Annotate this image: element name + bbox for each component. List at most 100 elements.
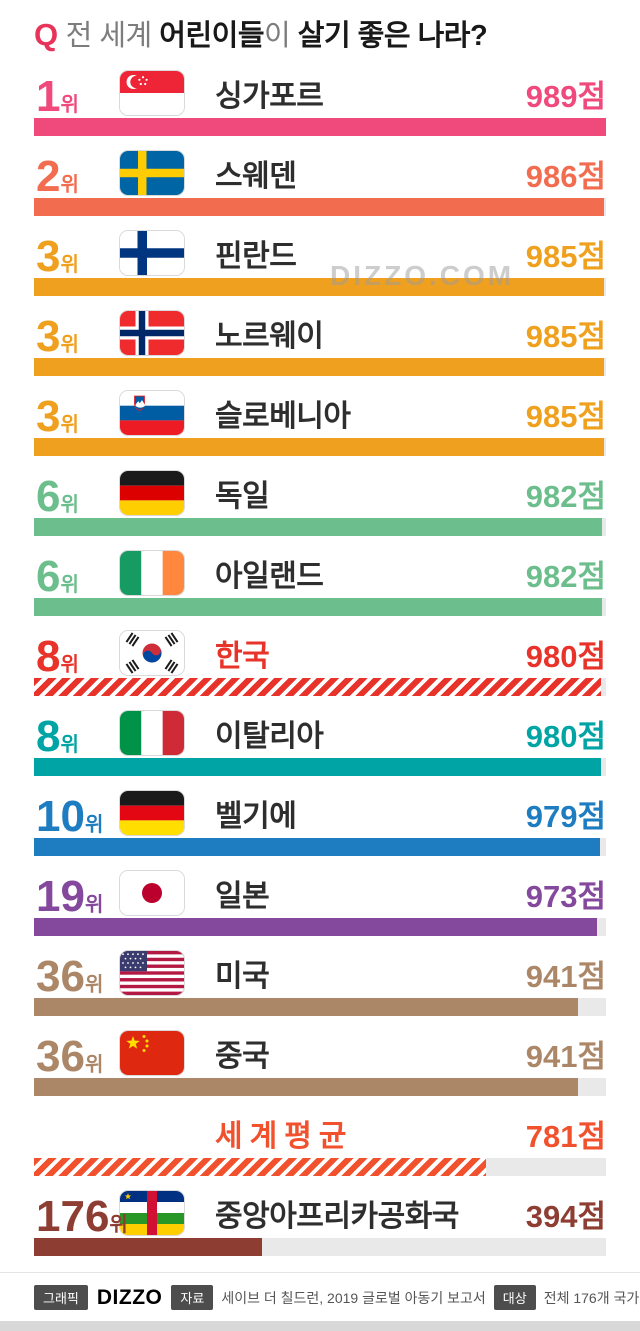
row-6-ireland: 6위 아일랜드 982점	[34, 542, 606, 622]
flag-slovenia-icon	[119, 390, 185, 437]
title-segment: 이	[264, 20, 298, 52]
flag-norway-icon	[119, 310, 185, 357]
score-value: 980점	[525, 718, 606, 754]
score-value: 941점	[525, 1038, 606, 1074]
target-badge: 대상	[493, 1285, 536, 1310]
score-bar	[34, 838, 601, 857]
country-name: 독일	[215, 480, 270, 514]
rank-label: 3위	[36, 392, 79, 442]
row-36-china: 36위 중국 941점	[34, 1022, 606, 1102]
score-value: 985점	[525, 318, 606, 354]
score-bar-track	[34, 758, 606, 777]
flag-usa-icon	[119, 950, 185, 997]
score-bar	[34, 278, 604, 297]
score-bar	[34, 758, 601, 777]
row-8-south-korea: 8위 한국 980점	[34, 622, 606, 702]
score-bar-track	[34, 1158, 606, 1177]
flag-finland-icon	[119, 230, 185, 277]
score-bar-track	[34, 438, 606, 457]
title-segment-bold: 어린이들	[159, 20, 265, 52]
score-bar-track	[34, 278, 606, 297]
rank-label: 2위	[36, 152, 79, 202]
country-name: 미국	[215, 960, 270, 994]
row-1-singapore: 1위 싱가포르 989점	[34, 62, 606, 142]
score-bar-track	[34, 998, 606, 1017]
flag-singapore-icon	[119, 70, 185, 117]
graphic-badge: 그래픽	[34, 1285, 88, 1310]
rank-label: 6위	[36, 472, 79, 522]
rank-label: 8위	[36, 632, 79, 682]
country-name: 슬로베니아	[215, 400, 351, 434]
country-name: 스웨덴	[215, 160, 297, 194]
flag-germany-icon	[119, 470, 185, 517]
score-bar	[34, 358, 604, 377]
score-value: 394점	[525, 1198, 606, 1234]
score-bar-track	[34, 918, 606, 937]
score-bar-track	[34, 838, 606, 857]
country-name: 싱가포르	[215, 80, 324, 114]
score-value: 985점	[525, 238, 606, 274]
row-36-usa: 36위 미국 941점	[34, 942, 606, 1022]
flag-japan-icon	[119, 870, 185, 917]
dizzo-logo: DIZZO	[96, 1285, 163, 1309]
country-name: 중앙아프리카공화국	[215, 1200, 459, 1234]
title-segment: 전 세계	[65, 20, 160, 52]
target-text: 전체 176개 국가	[543, 1289, 640, 1306]
score-bar-track	[34, 118, 606, 137]
score-bar	[34, 438, 604, 457]
score-bar	[34, 598, 602, 617]
world-average-label: 세계평균	[215, 1120, 354, 1154]
rank-label: 3위	[36, 232, 79, 282]
row-8-italy: 8위 이탈리아 980점	[34, 702, 606, 782]
source-text: 세이브 더 칠드런, 2019 글로벌 아동기 보고서	[221, 1289, 486, 1306]
rank-label: 6위	[36, 552, 79, 602]
score-bar-track	[34, 598, 606, 617]
score-value: 781점	[525, 1118, 606, 1154]
score-bar	[34, 518, 602, 537]
score-bar	[34, 998, 579, 1017]
row-world-average: 세계평균 781점	[34, 1102, 606, 1182]
row-3-finland: 3위 핀란드 985점	[34, 222, 606, 302]
country-name: 일본	[215, 880, 270, 914]
score-value: 973점	[525, 878, 606, 914]
ranking-list: 1위 싱가포르 989점 2위 스웨덴 986점 3위 핀란드	[0, 60, 640, 1262]
q-mark: Q	[34, 17, 58, 52]
flag-central-african-republic-icon	[119, 1190, 185, 1237]
rank-label: 8위	[36, 712, 79, 762]
score-bar-track	[34, 358, 606, 377]
rank-label: 19위	[36, 872, 104, 922]
rank-label: 1위	[36, 72, 79, 122]
country-name: 한국	[215, 640, 270, 674]
score-value: 941점	[525, 958, 606, 994]
score-bar	[34, 1238, 262, 1257]
footer: 그래픽 DIZZO 자료 세이브 더 칠드런, 2019 글로벌 아동기 보고서…	[0, 1272, 640, 1321]
row-6-germany: 6위 독일 982점	[34, 462, 606, 542]
score-bar-track	[34, 198, 606, 217]
score-bar	[34, 918, 597, 937]
flag-china-icon	[119, 1030, 185, 1077]
score-bar-track	[34, 678, 606, 697]
score-bar	[34, 678, 601, 697]
country-name: 벨기에	[215, 800, 297, 834]
score-bar	[34, 198, 605, 217]
row-176-central-african-republic: 176위 중앙아프리카공화국 394점	[34, 1182, 606, 1262]
flag-belgium-icon	[119, 790, 185, 837]
footer-meta: 자료 세이브 더 칠드런, 2019 글로벌 아동기 보고서 대상 전체 176…	[171, 1285, 639, 1310]
country-name: 아일랜드	[215, 560, 324, 594]
score-bar	[34, 1078, 579, 1097]
flag-ireland-icon	[119, 550, 185, 597]
score-value: 982점	[525, 478, 606, 514]
score-value: 982점	[525, 558, 606, 594]
source-badge: 자료	[171, 1285, 214, 1310]
score-bar	[34, 1158, 486, 1177]
country-name: 이탈리아	[215, 720, 324, 754]
title-segment-bold: 살기 좋은 나라?	[297, 20, 488, 52]
score-bar-track	[34, 1078, 606, 1097]
score-bar	[34, 118, 606, 137]
score-bar-track	[34, 518, 606, 537]
country-name: 노르웨이	[215, 320, 324, 354]
row-3-slovenia: 3위 슬로베니아 985점	[34, 382, 606, 462]
row-3-norway: 3위 노르웨이 985점	[34, 302, 606, 382]
